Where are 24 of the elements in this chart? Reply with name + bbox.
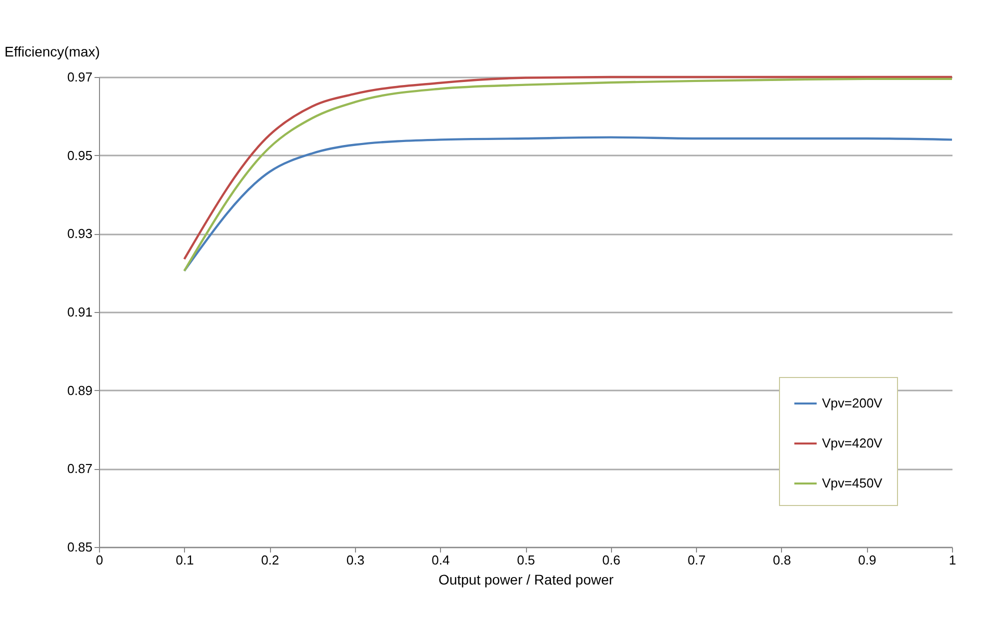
y-tick-label: 0.95 xyxy=(67,148,92,163)
x-tick-label: 0 xyxy=(96,552,104,568)
x-tick-label: 0.3 xyxy=(346,552,364,568)
y-tick-label: 0.97 xyxy=(67,70,92,84)
legend-label: Vpv=420V xyxy=(822,436,883,450)
y-tick-label: 0.89 xyxy=(67,382,92,398)
legend-label: Vpv=200V xyxy=(822,396,883,410)
y-tick-label: 0.91 xyxy=(67,304,92,320)
y-axis-title: Efficiency(max) xyxy=(4,44,100,60)
x-tick-label: 0.7 xyxy=(688,552,706,568)
y-tick-label: 0.87 xyxy=(67,461,92,476)
x-tick-label: 0.5 xyxy=(516,552,536,568)
y-tick-label: 0.85 xyxy=(67,540,92,554)
x-tick-label: 0.6 xyxy=(602,552,620,568)
legend-label: Vpv=450V xyxy=(822,476,883,490)
x-tick-label: 0.2 xyxy=(261,552,280,568)
x-tick-label: 1 xyxy=(948,552,956,568)
x-tick-label: 0.1 xyxy=(176,552,194,568)
x-tick-label: 0.8 xyxy=(772,552,791,568)
line-series xyxy=(183,136,954,272)
y-tick-label: 0.93 xyxy=(67,226,92,242)
x-tick-label: 0.4 xyxy=(432,552,450,568)
x-tick-label: 0.9 xyxy=(858,552,876,568)
x-axis-title: Output power / Rated power xyxy=(438,572,614,588)
